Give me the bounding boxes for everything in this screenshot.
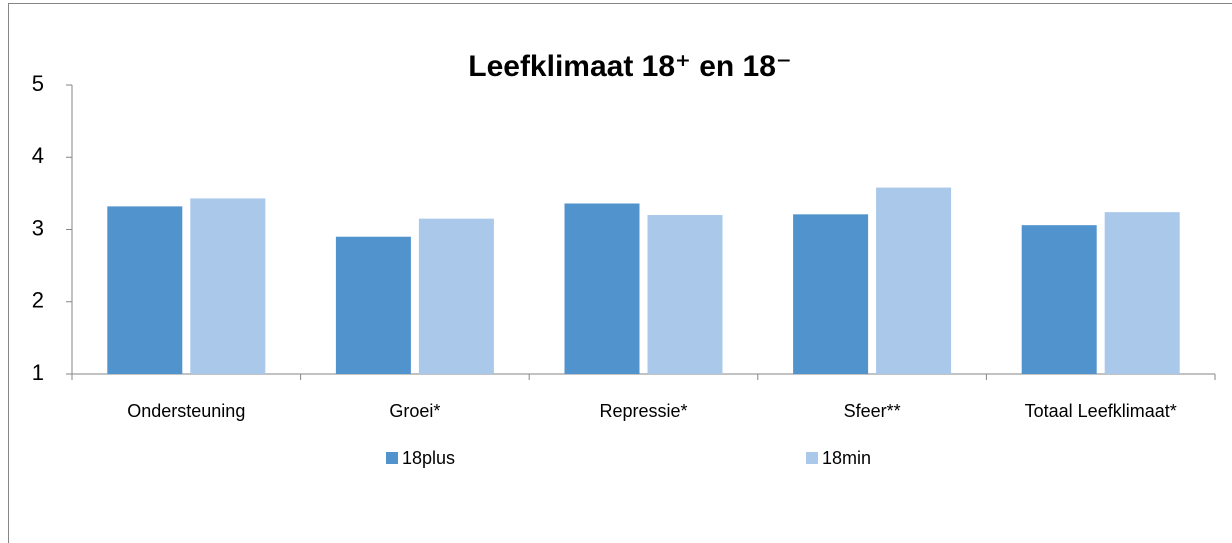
bar bbox=[1021, 225, 1097, 374]
y-tick-label: 3 bbox=[32, 215, 44, 240]
chart-title: Leefklimaat 18⁺ en 18⁻ bbox=[468, 50, 792, 83]
bar bbox=[564, 203, 640, 374]
y-tick-label: 2 bbox=[32, 288, 44, 313]
bar bbox=[418, 218, 494, 374]
y-tick-label: 4 bbox=[32, 143, 44, 168]
legend-swatch bbox=[386, 452, 398, 464]
x-tick-label: Sfeer** bbox=[844, 401, 901, 421]
bar bbox=[1104, 212, 1180, 374]
bar bbox=[647, 215, 723, 374]
y-tick-label: 1 bbox=[32, 360, 44, 385]
bar bbox=[335, 236, 411, 374]
x-tick-label: Totaal Leefklimaat* bbox=[1025, 401, 1177, 421]
legend-label: 18plus bbox=[402, 448, 455, 468]
bar bbox=[107, 206, 183, 374]
bar bbox=[876, 187, 952, 374]
bar bbox=[190, 198, 266, 374]
x-tick-label: Ondersteuning bbox=[127, 401, 245, 421]
legend-label: 18min bbox=[822, 448, 871, 468]
x-tick-label: Repressie* bbox=[599, 401, 687, 421]
bar bbox=[793, 214, 869, 374]
legend-swatch bbox=[806, 452, 818, 464]
x-tick-label: Groei* bbox=[389, 401, 440, 421]
y-tick-label: 5 bbox=[32, 71, 44, 96]
